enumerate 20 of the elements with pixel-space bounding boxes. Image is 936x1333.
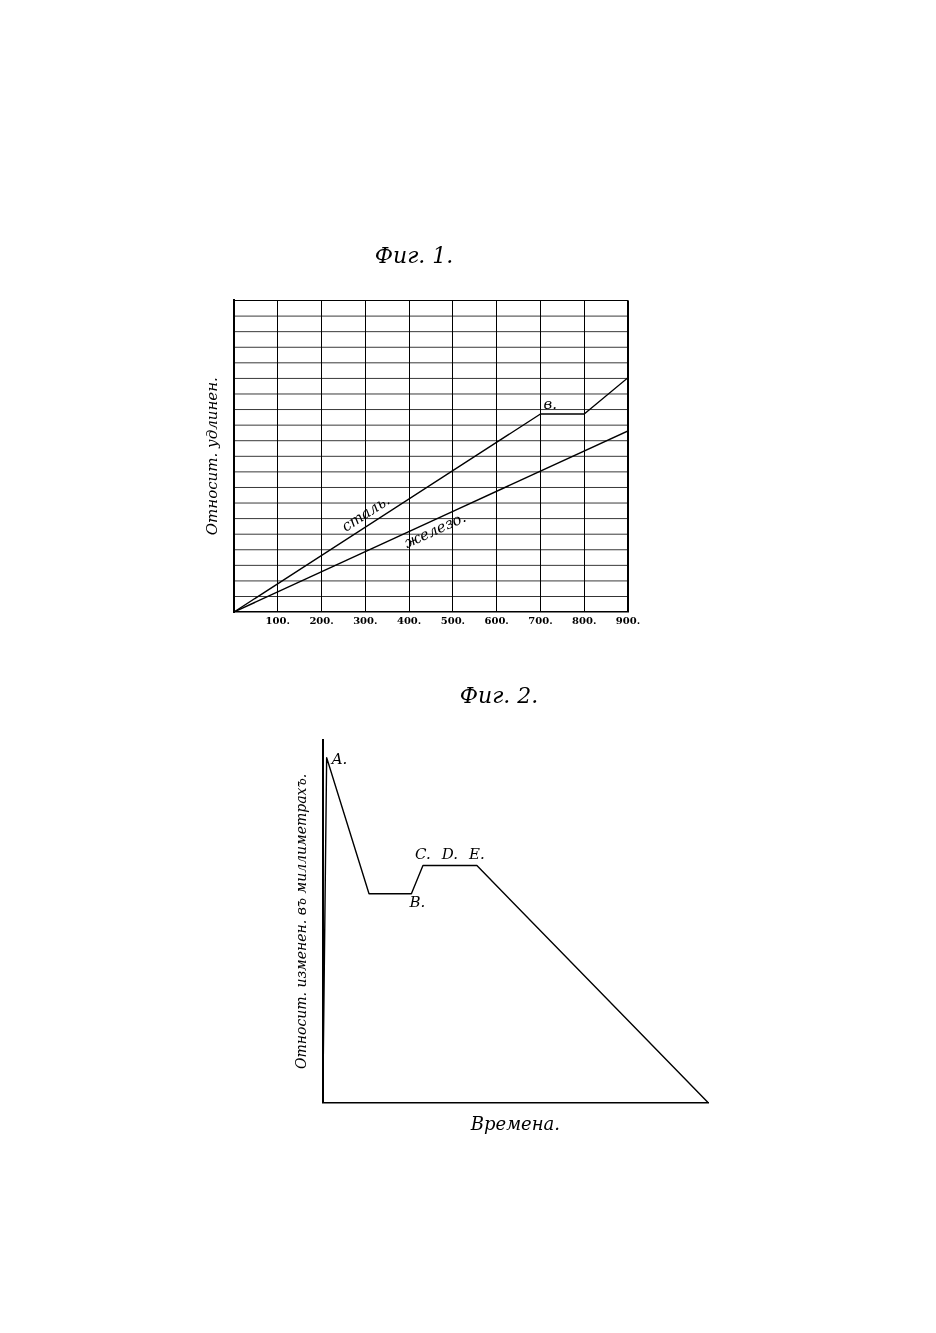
annotation: E. xyxy=(468,844,485,863)
x-tick-label: 200. xyxy=(309,614,334,626)
x-tick-label: 400. xyxy=(396,614,422,626)
chart-title: Фиг. 1. xyxy=(374,242,454,268)
annotation: B. xyxy=(408,893,426,912)
x-axis-title: Времена. xyxy=(469,1112,561,1134)
x-tick-label: 700. xyxy=(528,614,553,626)
y-axis-title: Относит. удлинен. xyxy=(202,377,221,536)
x-tick-label: 800. xyxy=(572,614,597,626)
x-tick-label: 100. xyxy=(265,614,290,626)
annotation: C. xyxy=(415,844,431,863)
annotation: в. xyxy=(543,395,557,414)
annotation: D. xyxy=(440,844,459,863)
x-tick-label: 900. xyxy=(615,614,641,626)
x-tick-label: 600. xyxy=(484,614,509,626)
chart-title: Фиг. 2. xyxy=(459,682,539,708)
x-tick-label: 500. xyxy=(440,614,466,626)
y-axis-title: Относит. изменен. въ миллиметрахъ. xyxy=(293,773,310,1069)
x-tick-label: 300. xyxy=(353,614,378,626)
annotation: A. xyxy=(329,749,348,768)
